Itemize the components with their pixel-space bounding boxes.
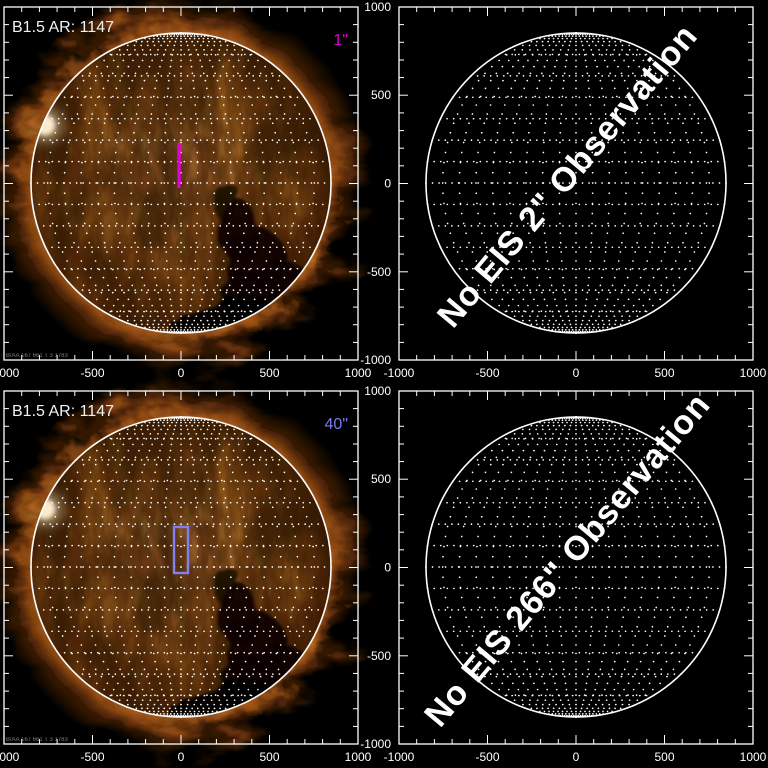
svg-text:0: 0 [178, 750, 185, 764]
svg-text:-1000: -1000 [0, 366, 20, 380]
svg-text:-500: -500 [80, 366, 104, 380]
svg-text:500: 500 [259, 750, 279, 764]
svg-text:1000: 1000 [345, 750, 372, 764]
svg-text:No EIS 2" Observation: No EIS 2" Observation [430, 17, 705, 335]
svg-text:-500: -500 [367, 265, 391, 279]
svg-text:-1000: -1000 [384, 366, 415, 380]
svg-text:B/AA 167 661 T 3 1783: B/AA 167 661 T 3 1783 [6, 737, 68, 743]
svg-text:40": 40" [325, 416, 348, 433]
svg-text:B1.5 AR: 1147: B1.5 AR: 1147 [12, 403, 114, 420]
svg-text:1000: 1000 [364, 0, 391, 14]
svg-text:-1000: -1000 [0, 750, 20, 764]
svg-text:1000: 1000 [740, 366, 767, 380]
svg-text:0: 0 [573, 366, 580, 380]
svg-text:-1000: -1000 [360, 353, 391, 367]
svg-text:0: 0 [178, 366, 185, 380]
svg-text:500: 500 [259, 366, 279, 380]
svg-text:-500: -500 [475, 366, 499, 380]
svg-text:1000: 1000 [345, 366, 372, 380]
svg-text:500: 500 [371, 88, 391, 102]
svg-text:B1.5 AR: 1147: B1.5 AR: 1147 [12, 19, 114, 36]
svg-text:-500: -500 [80, 750, 104, 764]
svg-text:1": 1" [333, 32, 348, 49]
svg-text:500: 500 [654, 366, 674, 380]
svg-text:0: 0 [384, 177, 391, 191]
svg-text:B/AA 167 661 T 3 1783: B/AA 167 661 T 3 1783 [6, 353, 68, 359]
